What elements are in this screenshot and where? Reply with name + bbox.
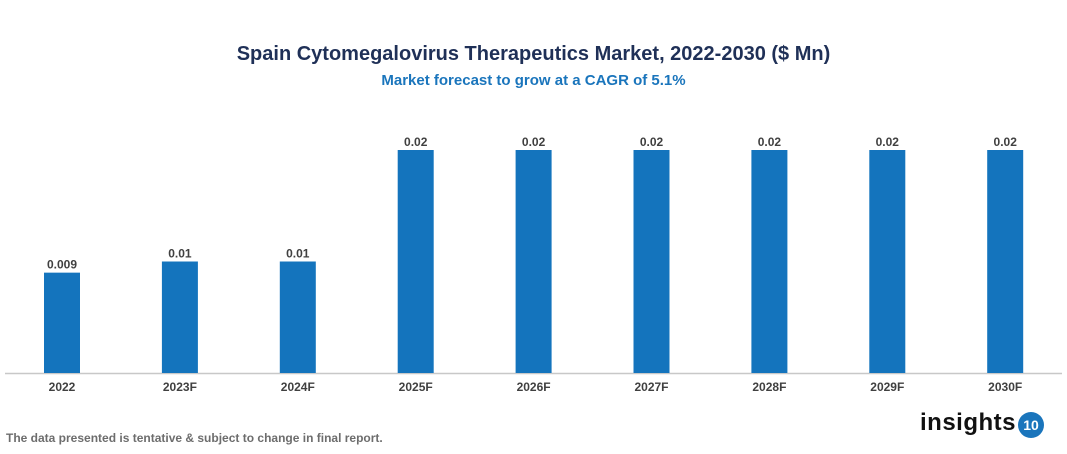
logo-text: insights xyxy=(920,409,1017,436)
bar-2026F xyxy=(515,150,552,373)
x-tick-label: 2022 xyxy=(49,380,76,394)
x-tick-label: 2029F xyxy=(870,380,904,394)
data-label: 0.01 xyxy=(168,247,192,261)
x-tick-label: 2026F xyxy=(517,380,551,394)
x-tick-label: 2027F xyxy=(634,380,668,394)
data-label: 0.02 xyxy=(522,135,546,149)
bar-2029F xyxy=(869,150,906,373)
data-label: 0.009 xyxy=(47,258,77,272)
data-label: 0.02 xyxy=(404,135,428,149)
x-tick-label: 2024F xyxy=(281,380,315,394)
bar-2024F xyxy=(279,261,316,373)
data-label: 0.01 xyxy=(286,247,310,261)
x-tick-label: 2030F xyxy=(988,380,1022,394)
logo-badge: 10 xyxy=(1018,412,1045,438)
bar-2030F xyxy=(987,150,1024,373)
x-tick-label: 2025F xyxy=(399,380,433,394)
bar-2027F xyxy=(633,150,670,373)
data-label: 0.02 xyxy=(640,135,664,149)
bar-2023F xyxy=(161,261,198,373)
x-tick-label: 2028F xyxy=(752,380,786,394)
data-label: 0.02 xyxy=(876,135,900,149)
bar-2028F xyxy=(751,150,788,373)
data-label: 0.02 xyxy=(758,135,782,149)
bar-2022 xyxy=(44,272,80,373)
chart-title: Spain Cytomegalovirus Therapeutics Marke… xyxy=(236,43,831,65)
disclaimer-note: The data presented is tentative & subjec… xyxy=(6,431,383,445)
bar-2025F xyxy=(397,150,434,373)
chart-subtitle: Market forecast to grow at a CAGR of 5.1… xyxy=(381,72,686,89)
insights10-logo: insights 10 xyxy=(920,408,1045,438)
x-tick-label: 2023F xyxy=(163,380,197,394)
data-label: 0.02 xyxy=(994,135,1018,149)
